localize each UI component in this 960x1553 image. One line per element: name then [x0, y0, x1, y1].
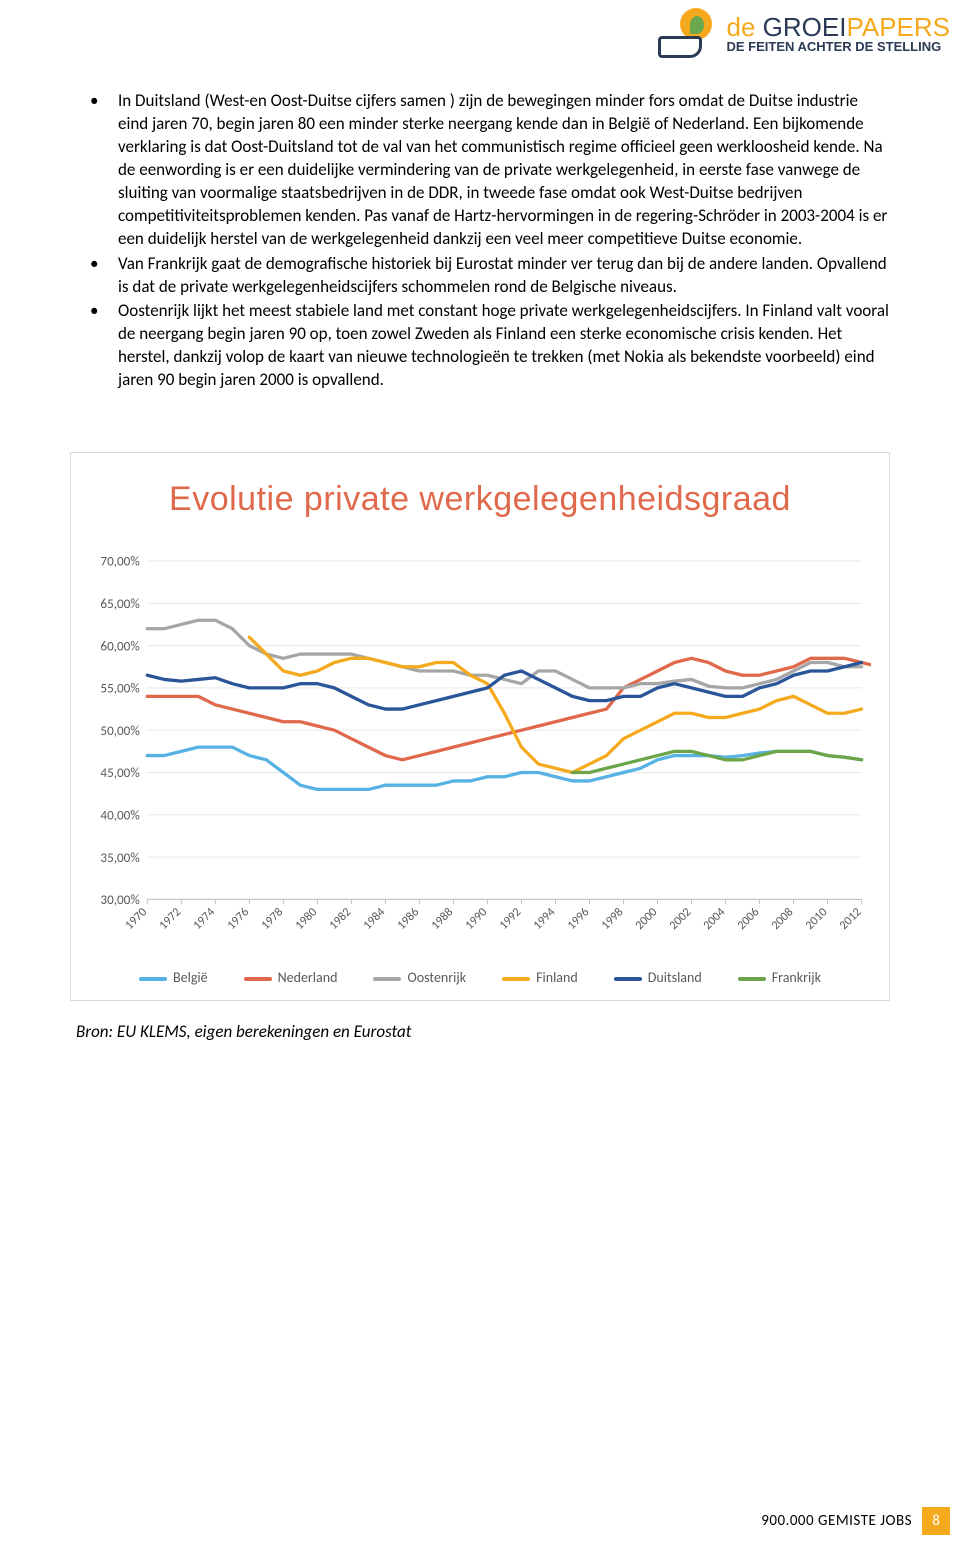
legend-label: Frankrijk [772, 969, 821, 988]
svg-text:1994: 1994 [530, 905, 558, 933]
svg-text:35,00%: 35,00% [100, 849, 139, 866]
svg-text:45,00%: 45,00% [100, 764, 139, 781]
svg-text:2004: 2004 [700, 905, 728, 933]
legend-item: Duitsland [614, 969, 702, 988]
legend-swatch [244, 977, 272, 981]
svg-text:40,00%: 40,00% [100, 807, 139, 824]
legend-label: Duitsland [648, 969, 702, 988]
svg-text:65,00%: 65,00% [100, 595, 139, 612]
legend-item: Finland [502, 969, 578, 988]
legend-swatch [738, 977, 766, 981]
svg-text:2008: 2008 [768, 905, 796, 933]
footer-title: 900.000 GEMISTE JOBS [761, 1511, 912, 1531]
chart-source: Bron: EU KLEMS, eigen berekeningen en Eu… [76, 1021, 890, 1044]
logo-line2: DE FEITEN ACHTER DE STELLING [726, 40, 950, 53]
body-bullet: Oostenrijk lijkt het meest stabiele land… [90, 300, 890, 392]
svg-text:1992: 1992 [496, 905, 524, 933]
legend-swatch [614, 977, 642, 981]
legend-swatch [502, 977, 530, 981]
legend-label: Oostenrijk [407, 969, 466, 988]
legend-label: België [173, 969, 208, 988]
svg-text:2010: 2010 [802, 905, 830, 933]
body-bullet: Van Frankrijk gaat de demografische hist… [90, 253, 890, 299]
svg-text:1980: 1980 [292, 905, 320, 933]
svg-text:1976: 1976 [224, 905, 252, 933]
footer-page-number: 8 [922, 1507, 950, 1535]
svg-text:1972: 1972 [156, 905, 184, 933]
page-footer: 900.000 GEMISTE JOBS 8 [761, 1507, 950, 1535]
legend-label: Finland [536, 969, 578, 988]
svg-text:1984: 1984 [360, 905, 388, 933]
svg-text:1974: 1974 [190, 905, 218, 933]
svg-text:1978: 1978 [258, 905, 286, 933]
svg-text:2000: 2000 [632, 905, 660, 933]
legend-item: Nederland [244, 969, 338, 988]
header-logo: de GROEIPAPERS DE FEITEN ACHTER DE STELL… [658, 8, 950, 58]
svg-text:1982: 1982 [326, 905, 354, 933]
svg-text:1998: 1998 [598, 905, 626, 933]
svg-text:55,00%: 55,00% [100, 680, 139, 697]
legend-item: België [139, 969, 208, 988]
svg-text:2012: 2012 [836, 905, 864, 933]
svg-text:30,00%: 30,00% [100, 891, 139, 908]
legend-label: Nederland [278, 969, 338, 988]
legend-item: Frankrijk [738, 969, 821, 988]
line-chart: 30,00% 35,00% 40,00% 45,00% 50,00% 55,00% 60,0… [89, 539, 871, 959]
svg-text:50,00%: 50,00% [100, 722, 139, 739]
svg-text:60,00%: 60,00% [100, 637, 139, 654]
svg-text:1986: 1986 [394, 905, 422, 933]
chart-legend: België Nederland Oostenrijk Finland Duitslan… [89, 969, 871, 988]
body-bullet-list: In Duitsland (West-en Oost-Duitse cijfer… [90, 90, 890, 392]
logo-line1: de GROEIPAPERS [726, 14, 950, 40]
logo-icon [658, 8, 718, 58]
chart-title: Evolutie private werkgelegenheidsgraad [89, 477, 871, 523]
svg-text:1970: 1970 [122, 905, 150, 933]
body-bullet: In Duitsland (West-en Oost-Duitse cijfer… [90, 90, 890, 251]
svg-text:1988: 1988 [428, 905, 456, 933]
svg-text:1990: 1990 [462, 905, 490, 933]
legend-item: Oostenrijk [373, 969, 466, 988]
svg-text:1996: 1996 [564, 905, 592, 933]
svg-text:2002: 2002 [666, 905, 694, 933]
svg-text:2006: 2006 [734, 905, 762, 933]
legend-swatch [373, 977, 401, 981]
svg-text:70,00%: 70,00% [100, 553, 139, 570]
chart-container: Evolutie private werkgelegenheidsgraad 3… [70, 452, 890, 1001]
legend-swatch [139, 977, 167, 981]
